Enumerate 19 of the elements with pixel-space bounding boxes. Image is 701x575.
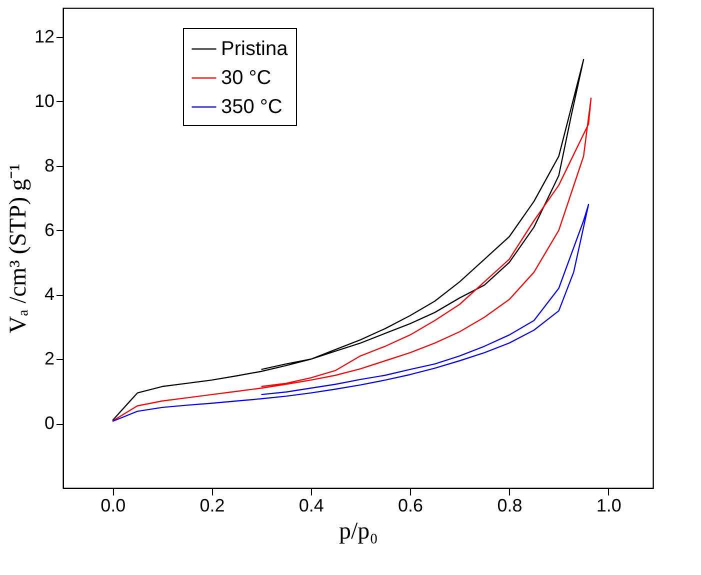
y-axis-title: Vₐ /cm³ (STP) g⁻¹	[5, 164, 32, 334]
y-tick-label: 10	[34, 90, 54, 111]
y-tick-label: 6	[44, 220, 54, 240]
x-tick-label: 1.0	[596, 496, 622, 516]
y-tick-label: 4	[44, 284, 54, 304]
x-tick-label: 0.4	[298, 496, 324, 516]
x-tick-label: 0.6	[398, 496, 424, 516]
x-tick-label: 0.2	[200, 496, 225, 516]
y-tick-label: 8	[44, 155, 54, 176]
legend-label: Pristina	[221, 38, 289, 60]
legend-label: 30 °C	[221, 67, 272, 89]
legend-label: 350 °C	[221, 96, 282, 118]
x-tick-label: 0.8	[497, 496, 522, 516]
y-tick-label: 2	[44, 348, 54, 369]
y-tick-label: 0	[44, 413, 54, 434]
x-axis-title: p/p₀	[338, 518, 378, 544]
y-tick-label: 12	[34, 26, 54, 46]
x-tick-label: 0.0	[100, 496, 126, 516]
line-series	[112, 204, 590, 422]
